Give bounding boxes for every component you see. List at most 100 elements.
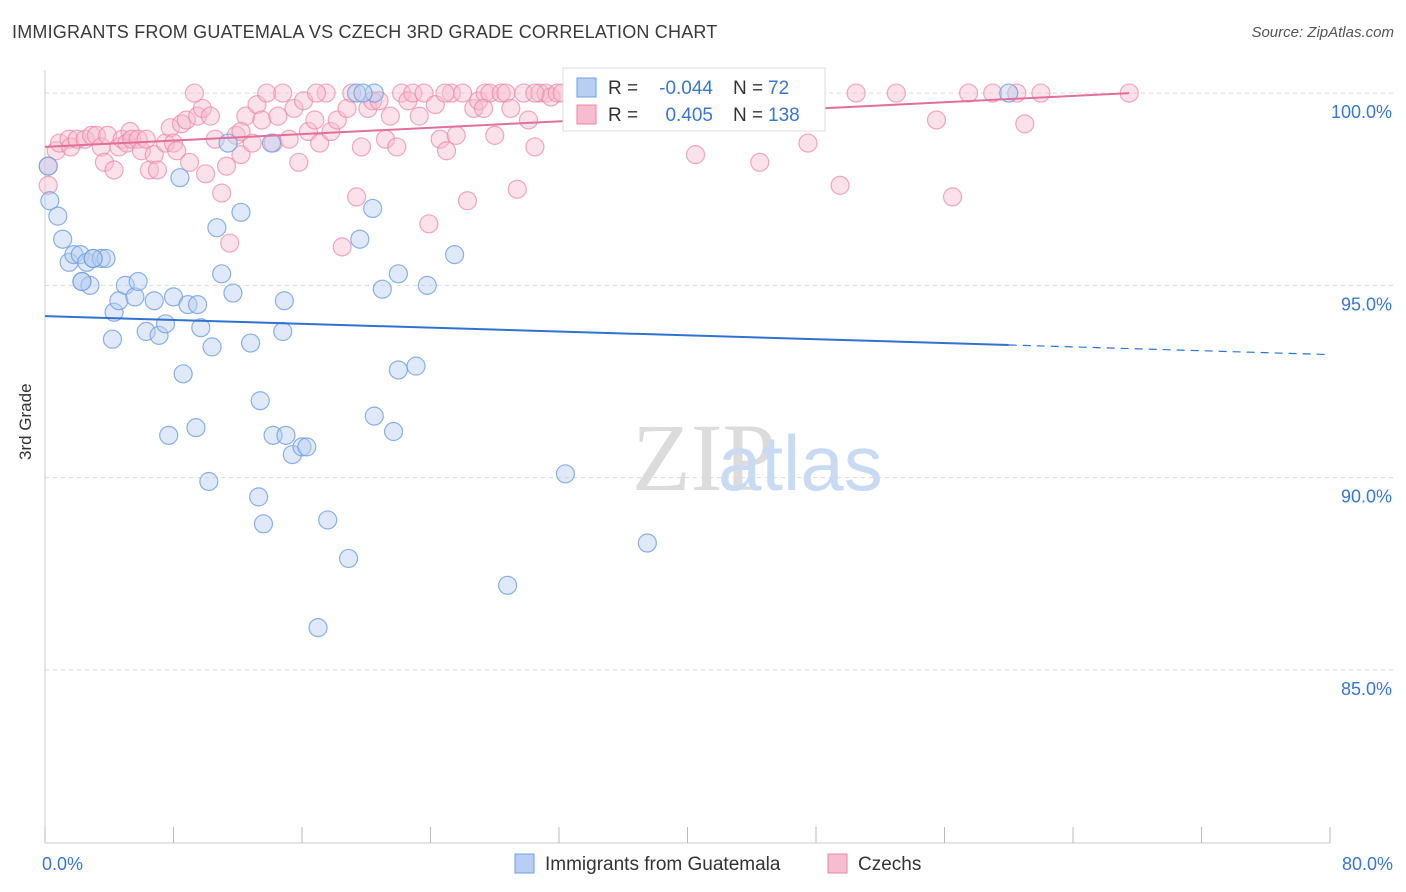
guatemala-point — [187, 294, 208, 315]
guatemala-point — [406, 356, 426, 376]
guatemala-point — [72, 271, 92, 292]
czechs-point — [409, 106, 429, 126]
guatemala-point — [363, 198, 383, 219]
bottom-legend: Immigrants from Guatemala Czechs — [514, 853, 921, 875]
czechs-point — [231, 145, 251, 165]
guatemala-point — [383, 421, 404, 442]
czechs-point — [436, 141, 457, 161]
legend-n-label: N = — [733, 78, 763, 99]
czechs-point — [475, 83, 495, 103]
guatemala-point — [318, 510, 338, 530]
czechs-points — [38, 83, 1139, 257]
czechs-point — [351, 137, 372, 157]
guatemala-point — [173, 364, 193, 384]
x-tick-label: 0.0% — [42, 854, 83, 874]
czechs-point — [347, 187, 367, 207]
guatemala-point — [364, 406, 384, 426]
czechs-point — [342, 83, 362, 103]
czechs-point — [525, 137, 545, 157]
guatemala-point — [364, 83, 384, 103]
guatemala-point — [155, 314, 176, 334]
guatemala-point — [53, 229, 73, 249]
guatemala-point — [417, 275, 437, 295]
czechs-point — [457, 191, 478, 211]
guatemala-point — [83, 248, 103, 269]
czechs-point — [391, 83, 412, 103]
czechs-point — [419, 214, 439, 234]
guatemala-point — [250, 391, 270, 411]
chart-source: Source: ZipAtlas.com — [1251, 24, 1394, 41]
guatemala-point — [102, 329, 123, 349]
czechs-point — [59, 129, 79, 149]
chart-title: IMMIGRANTS FROM GUATEMALA VS CZECH 3RD G… — [12, 22, 718, 42]
czechs-point — [147, 160, 168, 180]
czechs-point — [685, 145, 706, 165]
guatemala-point — [388, 264, 408, 284]
czechs-point — [830, 175, 850, 195]
czechs-point — [846, 83, 866, 103]
guatemala-point — [159, 425, 179, 445]
czechs-point — [886, 83, 906, 103]
guatemala-point — [555, 464, 576, 484]
guatemala-point — [338, 548, 359, 569]
guatemala-point — [207, 218, 227, 238]
watermark-zip: ZIP — [632, 404, 776, 511]
czechs-point — [525, 83, 545, 103]
gridlines — [45, 92, 1395, 671]
guatemala-point — [372, 279, 392, 299]
guatemala-point — [125, 287, 145, 307]
czechs-point — [94, 152, 115, 172]
czechs-point — [104, 160, 124, 180]
guatemala-point — [637, 533, 657, 553]
czechs-point — [414, 83, 434, 103]
guatemala-point — [253, 514, 274, 534]
y-tick-label: 100.0% — [1331, 102, 1392, 122]
guatemala-point — [136, 321, 156, 342]
czechs-point — [279, 129, 299, 149]
czechs-point — [67, 129, 87, 149]
czechs-point — [473, 98, 494, 119]
czechs-point — [196, 164, 216, 184]
czechs-point — [1031, 83, 1051, 103]
czechs-point — [192, 98, 213, 119]
guatemala-point — [444, 244, 465, 265]
czechs-point — [430, 129, 450, 149]
czechs-point — [167, 141, 187, 161]
czechs-point — [236, 106, 256, 126]
czechs-point — [284, 98, 304, 119]
czechs-point — [305, 110, 325, 130]
czechs-point — [212, 183, 232, 203]
czechs-point — [332, 237, 352, 257]
y-tick-label: 85.0% — [1341, 679, 1392, 699]
guatemala-point — [498, 575, 518, 595]
czechs-point — [518, 110, 539, 130]
czechs-point — [501, 98, 521, 119]
guatemala-point — [202, 337, 222, 357]
guatemala-point — [276, 425, 296, 445]
legend-swatch — [576, 77, 597, 98]
guatemala-point — [350, 229, 370, 249]
bottom-legend-swatch — [827, 853, 848, 874]
legend-n-value: 138 — [768, 105, 800, 126]
czechs-point — [200, 106, 221, 126]
bottom-legend-swatch — [514, 853, 535, 874]
guatemala-point — [261, 133, 282, 153]
guatemala-point — [170, 168, 190, 188]
guatemala-point — [999, 83, 1019, 103]
czechs-point — [363, 91, 383, 111]
czechs-point — [289, 152, 309, 172]
guatemala-trend-extension — [1008, 344, 1331, 356]
guatemala-points — [38, 83, 1019, 638]
stats-legend: R = -0.044 N = 72 R = 0.405 N = 138 — [562, 67, 826, 132]
czechs-point — [38, 175, 58, 195]
legend-n-label: N = — [733, 105, 763, 126]
czechs-point — [184, 83, 204, 103]
x-tick-label: 80.0% — [1342, 854, 1393, 874]
czechs-point — [220, 233, 240, 253]
legend-r-label: R = — [608, 78, 638, 99]
guatemala-point — [241, 333, 261, 353]
y-tick-label: 95.0% — [1341, 294, 1392, 314]
guatemala-point — [186, 418, 206, 438]
czechs-point — [160, 118, 180, 138]
guatemala-point — [212, 264, 232, 284]
